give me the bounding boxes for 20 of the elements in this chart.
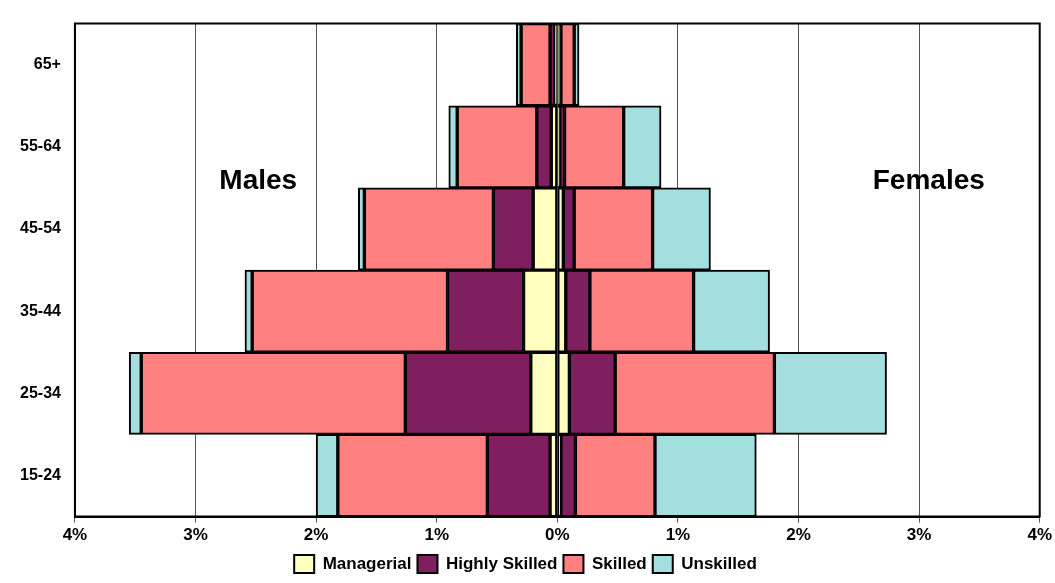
x-tick-label: 0% xyxy=(545,525,570,545)
legend-label: Managerial xyxy=(322,553,412,573)
x-tick-label: 1% xyxy=(424,525,450,545)
y-tick-label: 15-24 xyxy=(20,465,62,483)
y-tick-label: 55-64 xyxy=(20,137,62,155)
x-tick-label: 3% xyxy=(906,525,932,545)
x-tick-label: 4% xyxy=(1027,525,1052,545)
legend-label: Unskilled xyxy=(681,553,757,573)
x-tick-label: 4% xyxy=(62,525,88,545)
x-tick-label: 3% xyxy=(183,525,208,545)
x-tick-label: 2% xyxy=(303,525,329,545)
x-tick-label: 2% xyxy=(786,525,811,545)
legend-label: Skilled xyxy=(591,553,647,573)
y-tick-label: 35-44 xyxy=(20,301,62,319)
legend-label: Highly Skilled xyxy=(445,553,558,573)
y-tick-label: 65+ xyxy=(33,55,61,73)
y-tick-label: 25-34 xyxy=(20,383,62,401)
y-tick-label: 45-54 xyxy=(20,219,62,237)
x-tick-label: 1% xyxy=(665,525,691,545)
annotation: Males xyxy=(219,164,298,196)
